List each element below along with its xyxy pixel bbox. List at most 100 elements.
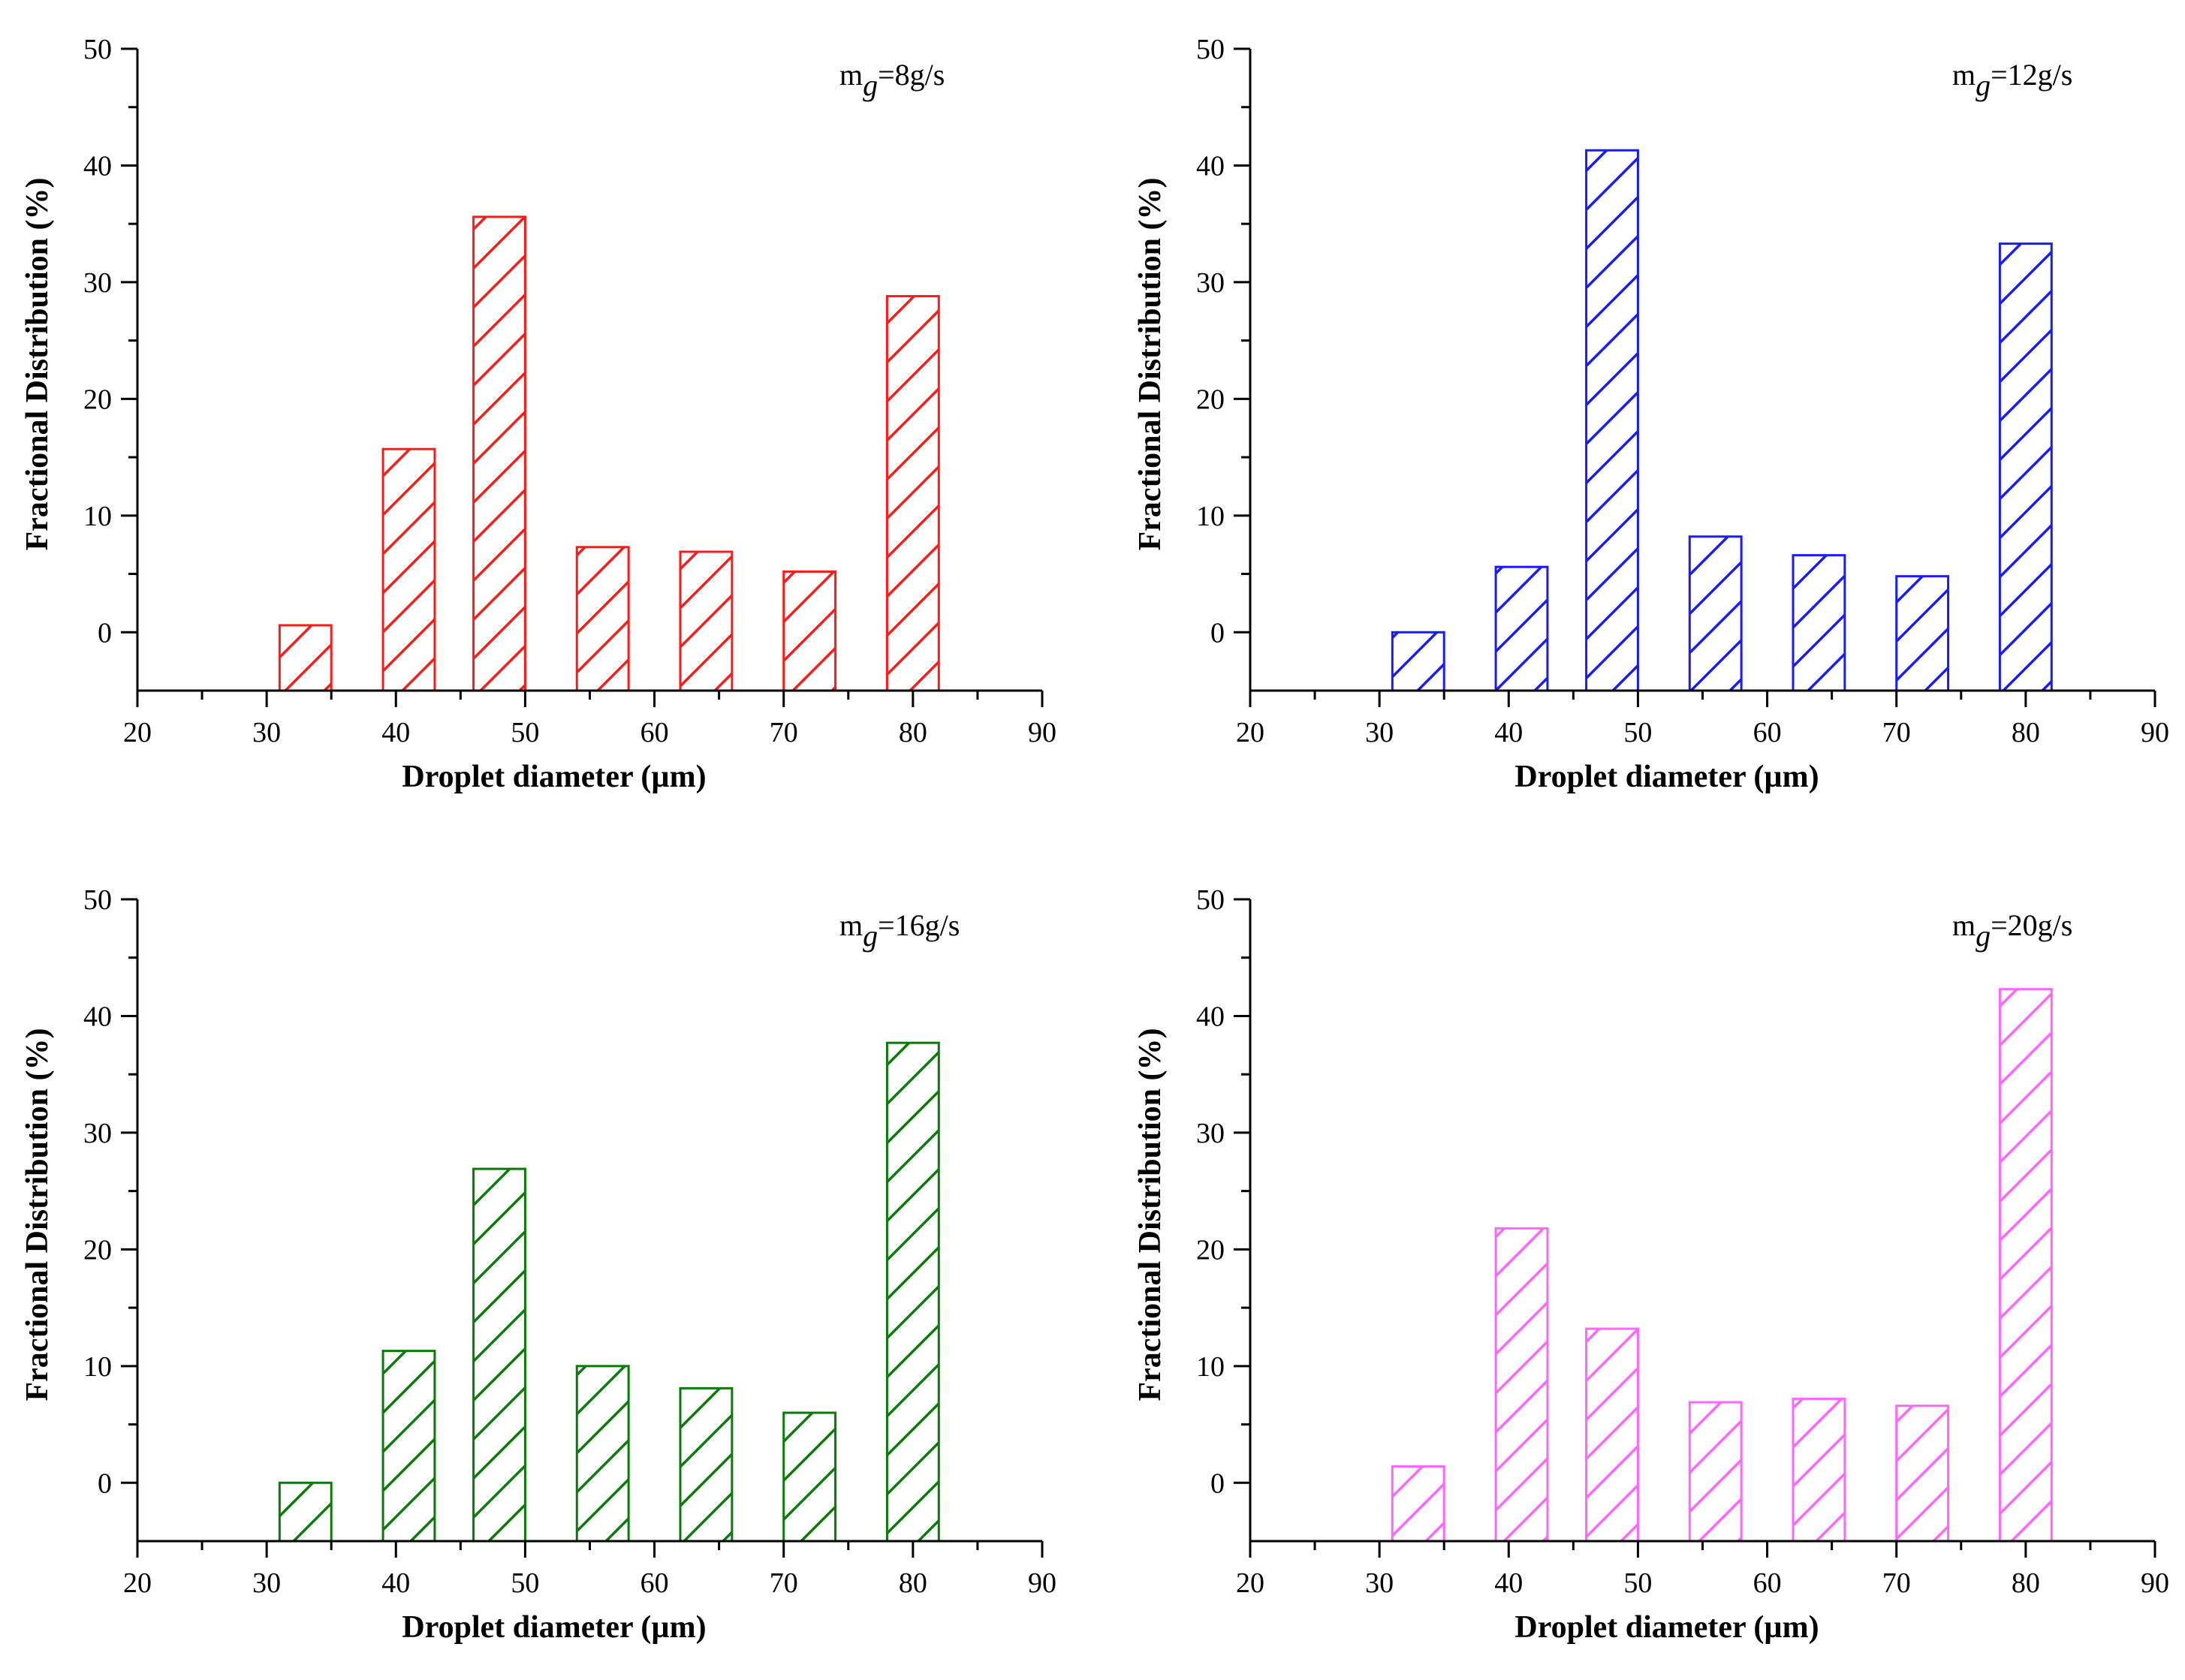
annotation-main: m bbox=[839, 908, 863, 942]
x-tick-label: 80 bbox=[899, 1567, 927, 1599]
x-tick-label: 70 bbox=[1882, 717, 1911, 748]
y-tick-label: 40 bbox=[83, 150, 112, 182]
x-tick-label: 60 bbox=[640, 717, 669, 748]
bar-3 bbox=[472, 215, 526, 692]
bar-1 bbox=[278, 624, 333, 692]
x-tick-label: 40 bbox=[381, 1567, 410, 1599]
annotation-subscript: g bbox=[863, 919, 878, 953]
x-tick-label: 30 bbox=[252, 1567, 281, 1599]
x-tick-label: 90 bbox=[2141, 1567, 2169, 1599]
bar-4 bbox=[575, 1365, 630, 1543]
x-tick-label: 40 bbox=[1494, 717, 1523, 748]
bar-1 bbox=[1391, 1465, 1445, 1543]
x-tick-label: 50 bbox=[511, 1567, 539, 1599]
flow-rate-annotation: mg=12g/s bbox=[1952, 58, 2072, 102]
bar-1 bbox=[278, 1481, 333, 1543]
bar-2 bbox=[1494, 565, 1549, 692]
x-tick-label: 70 bbox=[1882, 1567, 1911, 1599]
annotation-value: =16g/s bbox=[878, 908, 960, 942]
annotation-subscript: g bbox=[1976, 919, 1991, 953]
x-axis-title: Droplet diameter (µm) bbox=[402, 760, 706, 794]
y-tick-label: 20 bbox=[83, 384, 112, 415]
y-axis-title: Fractional Distribution (%) bbox=[20, 178, 55, 551]
bar-3 bbox=[472, 1167, 526, 1543]
bar-4 bbox=[1688, 1401, 1743, 1543]
y-tick-label: 10 bbox=[1196, 501, 1225, 532]
y-tick-label: 0 bbox=[1210, 617, 1225, 649]
bar-7 bbox=[885, 1041, 940, 1543]
y-tick-label: 20 bbox=[83, 1234, 112, 1266]
y-tick-label: 0 bbox=[1210, 1468, 1225, 1499]
x-tick-label: 70 bbox=[770, 717, 798, 748]
bar-6 bbox=[782, 1411, 837, 1543]
flow-rate-annotation: mg=8g/s bbox=[839, 58, 945, 102]
x-tick-label: 30 bbox=[1365, 1567, 1394, 1599]
chart-panel-2: 20 30 40 50 60 70 80 90 0 10 20 30 40 50 Droplet diame… bbox=[1133, 34, 2169, 794]
x-axis-title: Droplet diameter (µm) bbox=[1514, 760, 1819, 794]
bar-6 bbox=[782, 570, 837, 692]
chart-panel-3: 20 30 40 50 60 70 80 90 0 10 20 30 40 50 Droplet diame… bbox=[20, 884, 1056, 1645]
bar-7 bbox=[1998, 242, 2053, 692]
y-tick-label: 10 bbox=[83, 1351, 112, 1383]
x-tick-label: 40 bbox=[1494, 1567, 1523, 1599]
y-tick-label: 10 bbox=[83, 501, 112, 532]
y-tick-label: 30 bbox=[1196, 267, 1225, 299]
bar-6 bbox=[1895, 1405, 1950, 1543]
x-tick-label: 50 bbox=[511, 717, 539, 748]
x-tick-label: 90 bbox=[1028, 717, 1056, 748]
bar-2 bbox=[381, 1350, 436, 1543]
y-tick-label: 30 bbox=[83, 267, 112, 299]
y-axis-title: Fractional Distribution (%) bbox=[1133, 1028, 1168, 1402]
x-tick-label: 30 bbox=[1365, 717, 1394, 748]
bar-5 bbox=[1792, 1397, 1846, 1543]
bar-4 bbox=[1688, 535, 1743, 692]
annotation-subscript: g bbox=[863, 68, 878, 102]
bar-3 bbox=[1585, 1327, 1639, 1543]
y-tick-label: 50 bbox=[83, 884, 112, 916]
y-tick-label: 10 bbox=[1196, 1351, 1225, 1383]
bar-5 bbox=[1792, 554, 1846, 692]
x-tick-label: 80 bbox=[2012, 717, 2040, 748]
bar-4 bbox=[575, 546, 630, 692]
x-tick-label: 50 bbox=[1623, 717, 1652, 748]
x-tick-label: 20 bbox=[1236, 1567, 1264, 1599]
y-tick-label: 30 bbox=[83, 1118, 112, 1149]
x-tick-label: 80 bbox=[899, 717, 927, 748]
annotation-main: m bbox=[839, 58, 863, 92]
x-tick-label: 90 bbox=[1028, 1567, 1056, 1599]
y-axis-title: Fractional Distribution (%) bbox=[1133, 178, 1168, 551]
x-tick-label: 60 bbox=[640, 1567, 669, 1599]
flow-rate-annotation: mg=20g/s bbox=[1952, 908, 2072, 953]
y-tick-label: 0 bbox=[98, 617, 112, 649]
y-tick-label: 40 bbox=[1196, 150, 1225, 182]
x-tick-label: 50 bbox=[1623, 1567, 1652, 1599]
x-axis-title: Droplet diameter (µm) bbox=[402, 1610, 706, 1645]
bar-3 bbox=[1585, 149, 1639, 692]
x-tick-label: 60 bbox=[1753, 1567, 1782, 1599]
flow-rate-annotation: mg=16g/s bbox=[839, 908, 960, 953]
y-tick-label: 20 bbox=[1196, 1234, 1225, 1266]
annotation-value: =20g/s bbox=[1991, 908, 2072, 942]
x-tick-label: 20 bbox=[123, 1567, 152, 1599]
bar-2 bbox=[1494, 1227, 1549, 1543]
annotation-value: =12g/s bbox=[1991, 58, 2072, 92]
bar-5 bbox=[679, 550, 734, 692]
y-tick-label: 30 bbox=[1196, 1118, 1225, 1149]
y-tick-label: 20 bbox=[1196, 384, 1225, 415]
chart-panel-1: 20 30 40 50 60 70 80 90 0 10 20 30 40 50 Droplet diame… bbox=[20, 34, 1056, 794]
bar-1 bbox=[1391, 631, 1445, 692]
x-tick-label: 30 bbox=[252, 717, 281, 748]
y-tick-label: 40 bbox=[1196, 1001, 1225, 1032]
annotation-subscript: g bbox=[1976, 68, 1991, 102]
bar-5 bbox=[679, 1386, 734, 1543]
x-tick-label: 60 bbox=[1753, 717, 1782, 748]
bar-2 bbox=[381, 447, 436, 692]
x-tick-label: 20 bbox=[1236, 717, 1264, 748]
bar-7 bbox=[885, 295, 940, 692]
x-tick-label: 40 bbox=[381, 717, 410, 748]
y-tick-label: 0 bbox=[98, 1468, 112, 1499]
bar-7 bbox=[1998, 988, 2053, 1543]
x-tick-label: 90 bbox=[2141, 717, 2169, 748]
y-tick-label: 50 bbox=[1196, 34, 1225, 65]
